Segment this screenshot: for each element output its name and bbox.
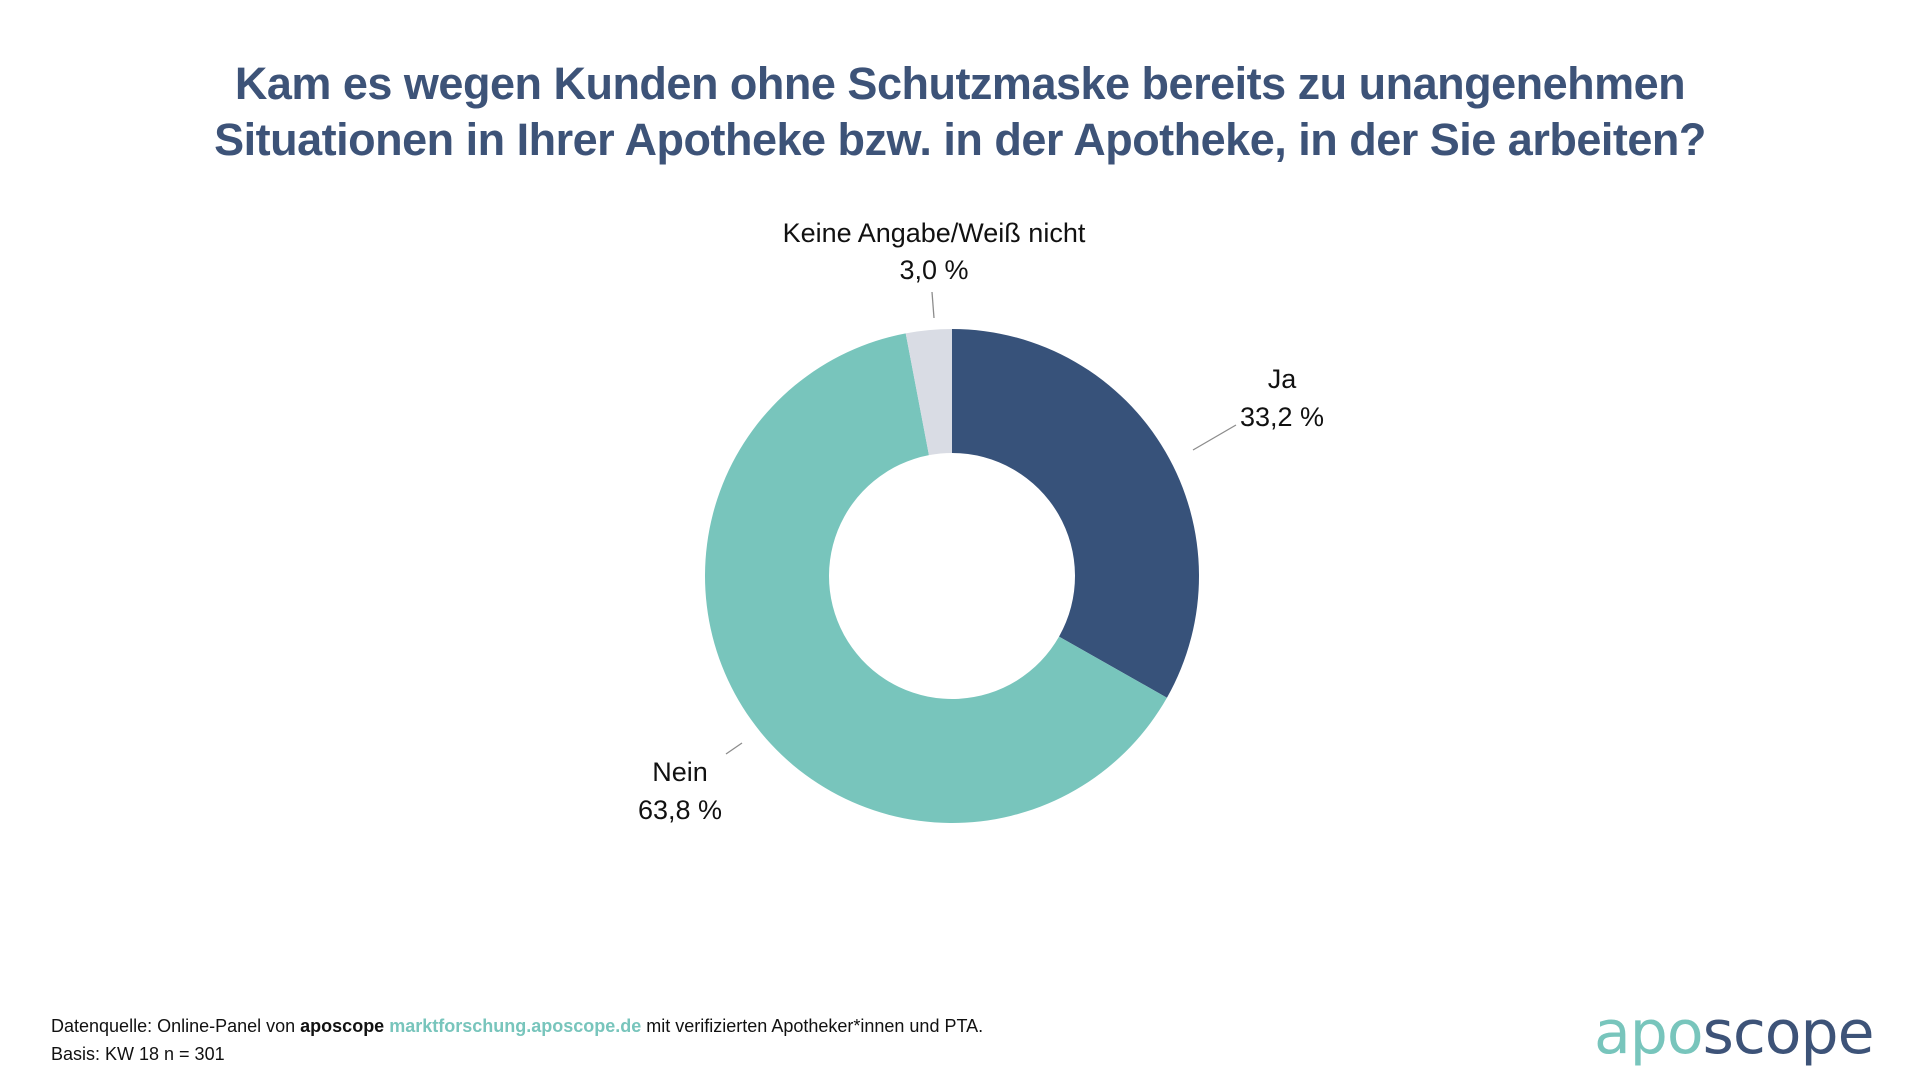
- slice-labels: Ja 33,2 % Nein 63,8 % Keine Angabe/Weiß nich…: [638, 218, 1324, 825]
- slice-label-name: Keine Angabe/Weiß nicht: [783, 218, 1086, 248]
- logo-part-apo: apo: [1594, 998, 1704, 1068]
- aposcope-logo: aposcope: [1594, 998, 1875, 1068]
- donut-slices: [704, 329, 1199, 824]
- slice-label-value: 3,0 %: [899, 255, 968, 285]
- footer-basis: Basis: KW 18 n = 301: [51, 1044, 225, 1064]
- footer-website-link[interactable]: marktforschung.aposcope.de: [389, 1016, 642, 1036]
- donut-slice-ja: [952, 329, 1199, 698]
- footer-source-prefix: Datenquelle: Online-Panel von: [51, 1016, 301, 1036]
- slice-label-name: Ja: [1268, 364, 1298, 394]
- leader-line: [725, 742, 743, 755]
- donut-slice-nein: [704, 333, 1167, 824]
- leader-lines: [725, 291, 1237, 755]
- footer-source-line: Datenquelle: Online-Panel von aposcope m…: [51, 1012, 983, 1040]
- slice-label-value: 33,2 %: [1240, 402, 1324, 432]
- chart-title-line-2: Situationen in Ihrer Apotheke bzw. in de…: [214, 114, 1706, 165]
- footer-source-suffix: mit verifizierten Apotheker*innen und PT…: [641, 1016, 984, 1036]
- footer: Datenquelle: Online-Panel von aposcope m…: [51, 1012, 983, 1068]
- footer-brand: aposcope: [300, 1016, 385, 1036]
- slice-label-value: 63,8 %: [638, 795, 722, 825]
- slice-label-name: Nein: [652, 757, 708, 787]
- chart-title: Kam es wegen Kunden ohne Schutzmaske ber…: [0, 56, 1920, 168]
- leader-line: [1192, 424, 1237, 451]
- chart-title-line-1: Kam es wegen Kunden ohne Schutzmaske ber…: [234, 58, 1686, 109]
- logo-part-scope: scope: [1702, 998, 1875, 1068]
- donut-slice-keine-angabe-wei-nicht: [905, 329, 952, 456]
- donut-chart: Ja 33,2 % Nein 63,8 % Keine Angabe/Weiß nich…: [638, 218, 1324, 825]
- leader-line: [931, 291, 935, 319]
